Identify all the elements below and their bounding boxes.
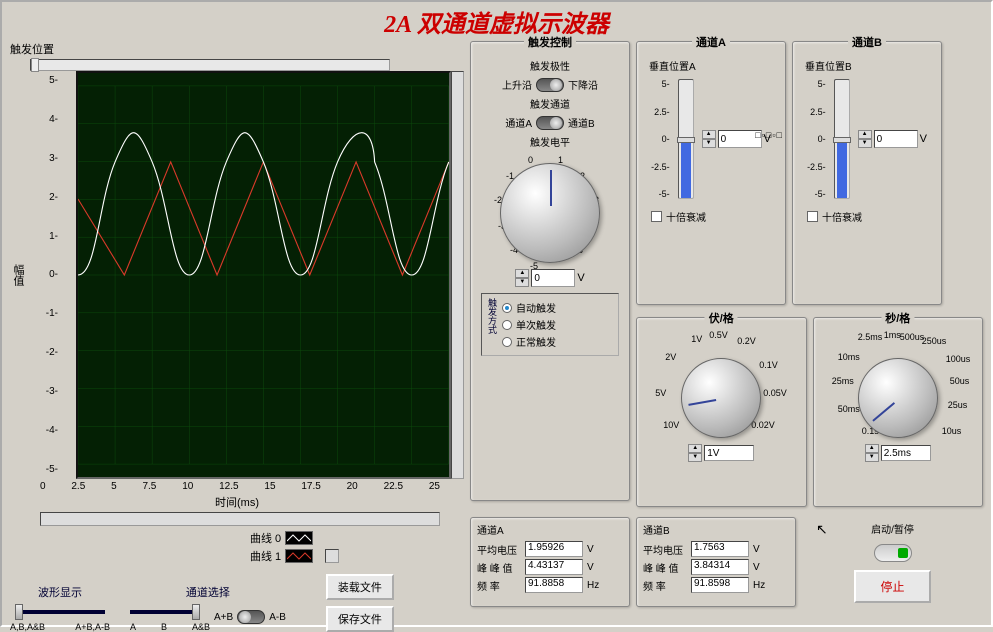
channel-b-spinner[interactable]: ▲▼: [858, 130, 872, 148]
channel-a-panel: 通道A 垂直位置A □▫□▫□ 5-2.5-0--2.5--5- ▲▼ V: [636, 41, 786, 305]
trigger-position-label: 触发位置: [10, 41, 464, 57]
oscilloscope-app: 2A 双通道虚拟示波器 触发位置 幅值 5-4-3-2-1-0--1--2--3…: [0, 0, 993, 627]
ab-mode-toggle[interactable]: [237, 610, 265, 624]
x-axis-label: 时间(ms): [10, 494, 464, 510]
channel-select-slider[interactable]: [130, 610, 200, 614]
trigger-mode-single[interactable]: 单次触发: [502, 317, 614, 332]
volts-per-div-knob[interactable]: [681, 358, 761, 438]
trigger-control-panel: 触发控制 触发极性 上升沿 下降沿 触发通道 通道A 通道B 触发电平 -5-4…: [470, 41, 630, 501]
cursor-icon: ↖: [816, 521, 828, 538]
channel-a-spinner[interactable]: ▲▼: [702, 130, 716, 148]
waveform-display-slider[interactable]: [15, 610, 105, 614]
channel-b-attenuation[interactable]: 十倍衰减: [807, 209, 935, 224]
measure-a-freq: 91.8858: [525, 577, 583, 593]
legend-curve1-label: 曲线 1: [250, 548, 281, 564]
volts-per-div-panel: 伏/格 1V0.5V0.2V0.1V0.05V0.02V10V5V2V ▲▼: [636, 317, 807, 507]
run-pause-toggle[interactable]: [874, 544, 912, 562]
channel-a-attenuation[interactable]: 十倍衰减: [651, 209, 779, 224]
legend-scroll[interactable]: [325, 549, 339, 563]
channel-b-panel: 通道B 垂直位置B 5-2.5-0--2.5--5- ▲▼ V: [792, 41, 942, 305]
selection-markers: □▫□▫□: [755, 130, 783, 140]
trigger-position-slider[interactable]: [30, 59, 390, 71]
y-axis-ticks: 5-4-3-2-1-0--1--2--3--4--5-: [30, 71, 60, 479]
measure-a-avg: 1.95926: [525, 541, 583, 557]
load-file-button[interactable]: 装载文件: [326, 574, 394, 600]
scope-scroll-horizontal[interactable]: [40, 512, 440, 526]
oscilloscope-display: [76, 71, 451, 479]
channel-select-control: 通道选择 ABA&B A+B A-B: [130, 584, 286, 632]
waveform-svg: [78, 73, 449, 477]
legend: 曲线 0 曲线 1: [250, 530, 339, 566]
measure-a-pp: 4.43137: [525, 559, 583, 575]
run-panel: ↖ 启动/暂停 停止: [802, 517, 983, 607]
x-axis-ticks: 02.557.51012.51517.52022.525: [40, 479, 440, 492]
trigger-mode-auto[interactable]: 自动触发: [502, 300, 614, 315]
trigger-mode-group: 触发方式 自动触发 单次触发 正常触发: [481, 293, 619, 356]
trigger-level-knob[interactable]: [500, 163, 600, 263]
measure-b-freq: 91.8598: [691, 577, 749, 593]
trigger-mode-normal[interactable]: 正常触发: [502, 334, 614, 349]
trigger-channel-toggle[interactable]: [536, 116, 564, 130]
trigger-polarity-toggle[interactable]: [536, 78, 564, 92]
save-file-button[interactable]: 保存文件: [326, 606, 394, 632]
time-per-div-knob[interactable]: [858, 358, 938, 438]
measure-a-panel: 通道A 平均电压1.95926V 峰 峰 值4.43137V 频 率91.885…: [470, 517, 630, 607]
waveform-display-control: 波形显示 A,B,A&BA+B,A-B: [10, 584, 110, 632]
measure-b-avg: 1.7563: [691, 541, 749, 557]
measure-b-pp: 3.84314: [691, 559, 749, 575]
stop-button[interactable]: 停止: [854, 570, 930, 603]
channel-a-position-slider[interactable]: [678, 79, 694, 199]
channel-b-value-input[interactable]: [874, 130, 918, 148]
measure-b-panel: 通道B 平均电压1.7563V 峰 峰 值3.84314V 频 率91.8598…: [636, 517, 796, 607]
scope-scroll-vertical[interactable]: [451, 71, 464, 479]
legend-curve0-label: 曲线 0: [250, 530, 281, 546]
time-per-div-panel: 秒/格 2.5ms1ms500us250us100us50us25us10us0…: [813, 317, 984, 507]
channel-b-position-slider[interactable]: [834, 79, 850, 199]
app-title: 2A 双通道虚拟示波器: [2, 2, 991, 41]
y-axis-label: 幅值: [10, 264, 26, 286]
